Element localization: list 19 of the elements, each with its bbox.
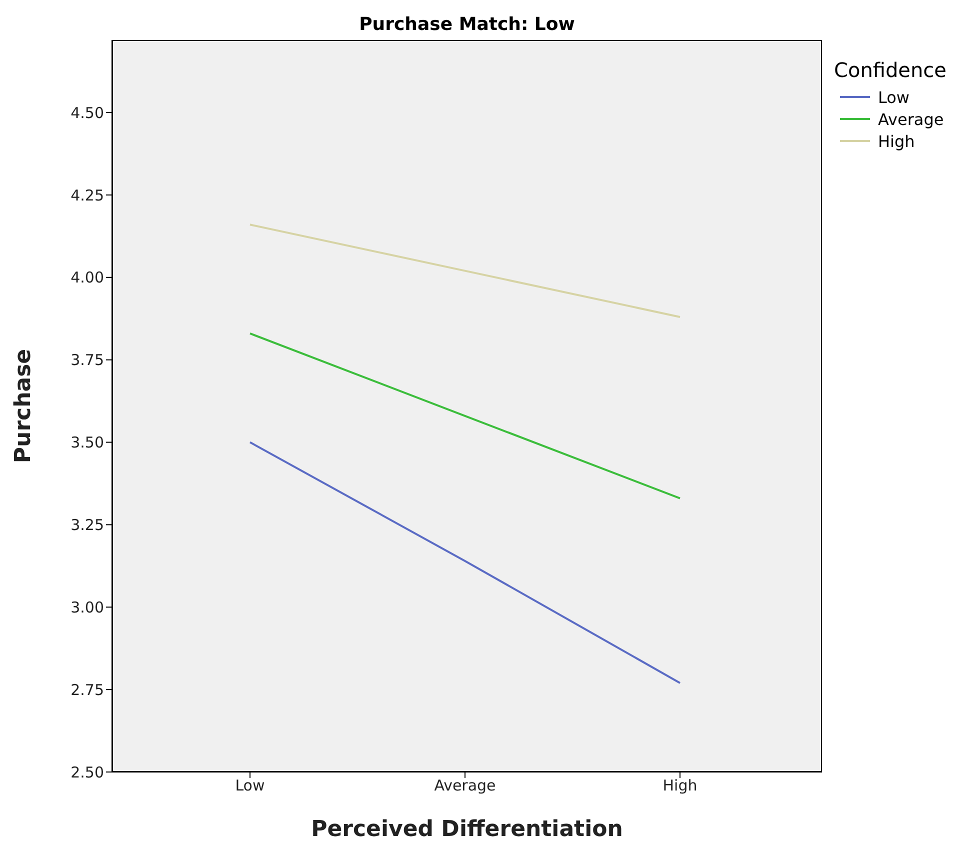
chart-title: Purchase Match: Low <box>358 14 576 35</box>
legend-label: Low <box>878 88 910 106</box>
y-tick-label: 4.50 <box>70 104 104 122</box>
y-tick-label: 3.50 <box>70 434 104 452</box>
y-axis-title: Purchase <box>10 348 36 464</box>
y-tick-label: 3.00 <box>70 598 104 616</box>
y-tick-label: 4.00 <box>70 268 104 287</box>
legend-label: Average <box>878 110 944 128</box>
y-tick-label: 2.50 <box>70 763 104 782</box>
y-tick-label: 3.75 <box>70 351 104 370</box>
legend-title: Confidence <box>834 58 948 82</box>
y-tick-label: 3.25 <box>70 516 104 534</box>
x-tick-label: High <box>662 776 698 795</box>
legend-label: High <box>878 132 915 150</box>
y-tick-label: 4.25 <box>70 186 104 204</box>
x-tick-label: Low <box>235 776 265 795</box>
y-tick-label: 2.75 <box>70 680 104 699</box>
x-axis-title: Perceived Differentiation <box>311 817 623 842</box>
x-tick-label: Average <box>434 776 496 795</box>
